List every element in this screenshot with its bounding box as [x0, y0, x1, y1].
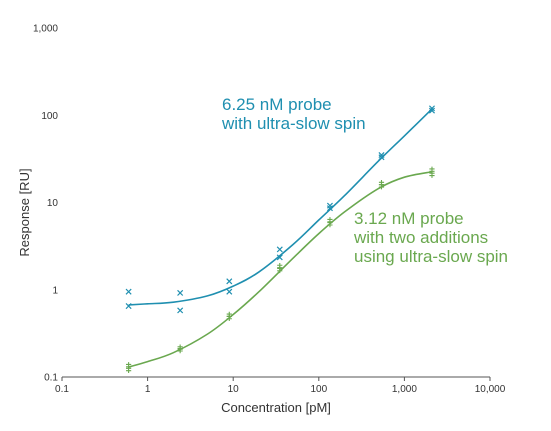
data-point-x-marker: [226, 278, 233, 285]
x-tick-label: 10: [228, 384, 240, 395]
series-1-annotation-line: 6.25 nM probe: [222, 95, 332, 114]
y-tick-label: 0.1: [44, 373, 58, 384]
data-point-tick-marker: [378, 182, 385, 190]
x-axis-title: Concentration [pM]: [221, 400, 331, 415]
data-point-x-marker: [378, 152, 385, 159]
x-tick-label: 0.1: [55, 384, 69, 395]
data-point-x-marker: [428, 105, 436, 112]
data-point-tick-marker: [126, 365, 132, 373]
data-point-tick-marker: [177, 346, 183, 354]
y-tick-label: 1,000: [33, 24, 58, 35]
data-point-x-marker: [428, 107, 436, 114]
data-point-tick-marker: [327, 220, 333, 228]
x-tick-label: 10,000: [475, 384, 506, 395]
axes-layer: 0.1 1 10 100 1,000 10,000 0.1 1 10 100 1,000 Concen…: [17, 24, 506, 416]
data-point-tick-marker: [226, 314, 232, 322]
y-tick-label: 100: [41, 111, 58, 122]
x-tick-label: 100: [310, 384, 327, 395]
series-2-annotation-line: 3.12 nM probe: [354, 209, 464, 228]
y-tick-label: 10: [47, 198, 59, 209]
data-point-x-marker: [276, 254, 283, 261]
series-1-annotation-line: with ultra-slow spin: [221, 114, 366, 133]
data-points-layer: [125, 105, 436, 373]
data-point-x-marker: [326, 202, 333, 209]
data-point-x-marker: [276, 246, 283, 253]
fit-curve-series-1: [128, 108, 433, 306]
series-2-annotation-line: using ultra-slow spin: [354, 247, 508, 266]
data-point-x-marker: [378, 154, 385, 161]
data-point-x-marker: [326, 205, 333, 212]
x-tick-label: 1: [145, 384, 151, 395]
series-2-annotation-line: with two additions: [353, 228, 488, 247]
data-point-x-marker: [125, 303, 132, 310]
x-tick-label: 1,000: [392, 384, 417, 395]
data-point-tick-marker: [277, 266, 283, 274]
y-axis-title: Response [RU]: [17, 168, 32, 256]
data-point-x-marker: [177, 289, 184, 296]
data-point-x-marker: [177, 307, 184, 314]
y-tick-label: 1: [52, 285, 58, 296]
data-point-tick-marker: [429, 170, 435, 178]
data-point-x-marker: [226, 288, 233, 295]
data-point-x-marker: [125, 288, 132, 295]
